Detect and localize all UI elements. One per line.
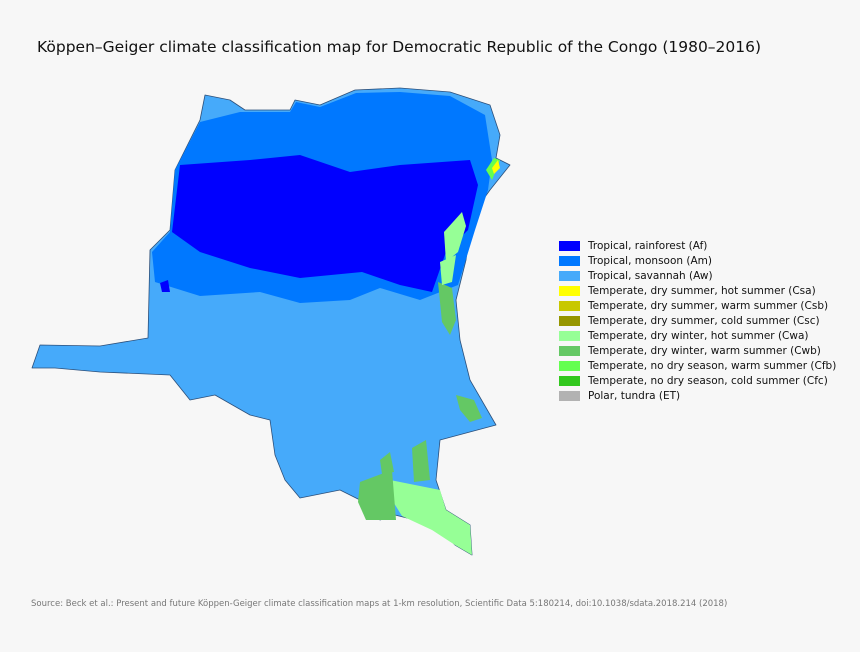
legend-label: Temperate, dry winter, hot summer (Cwa) <box>587 330 809 342</box>
region-cwb-south2 <box>412 440 430 482</box>
legend-label: Temperate, no dry season, cold summer (C… <box>587 375 828 387</box>
map <box>31 87 511 556</box>
region-af <box>172 155 478 292</box>
region-cwa-east2 <box>440 255 456 285</box>
legend-swatch <box>559 346 580 356</box>
region-cwa-east <box>444 212 466 262</box>
legend-swatch <box>559 376 580 386</box>
region-cwb-south3 <box>380 452 394 474</box>
legend-label: Tropical, rainforest (Af) <box>587 240 707 252</box>
map-title: Köppen–Geiger climate classification map… <box>37 38 761 56</box>
legend-label: Temperate, dry winter, warm summer (Cwb) <box>587 345 821 357</box>
legend: Tropical, rainforest (Af) Tropical, monso… <box>559 240 836 402</box>
legend-swatch <box>559 286 580 296</box>
region-cwa-south <box>390 480 472 555</box>
legend-label: Tropical, savannah (Aw) <box>587 270 713 282</box>
legend-swatch <box>559 241 580 251</box>
region-cwb-east <box>438 282 456 335</box>
legend-label: Temperate, dry summer, hot summer (Csa) <box>587 285 816 297</box>
legend-swatch <box>559 256 580 266</box>
legend-label: Temperate, no dry season, warm summer (C… <box>587 360 836 372</box>
legend-swatch <box>559 316 580 326</box>
legend-swatch <box>559 301 580 311</box>
legend-label: Tropical, monsoon (Am) <box>587 255 712 267</box>
legend-swatch <box>559 391 580 401</box>
source-note: Source: Beck et al.: Present and future … <box>31 599 727 609</box>
legend-label: Temperate, dry summer, cold summer (Csc) <box>587 315 820 327</box>
legend-swatch <box>559 271 580 281</box>
legend-label: Polar, tundra (ET) <box>588 390 680 402</box>
region-csa-east <box>492 160 500 174</box>
region-af-small <box>160 280 170 292</box>
legend-label: Temperate, dry summer, warm summer (Csb) <box>587 300 828 312</box>
legend-swatch <box>559 361 580 371</box>
region-cwb-east2 <box>456 395 482 422</box>
region-cwb-south <box>358 470 396 520</box>
legend-swatch <box>559 331 580 341</box>
